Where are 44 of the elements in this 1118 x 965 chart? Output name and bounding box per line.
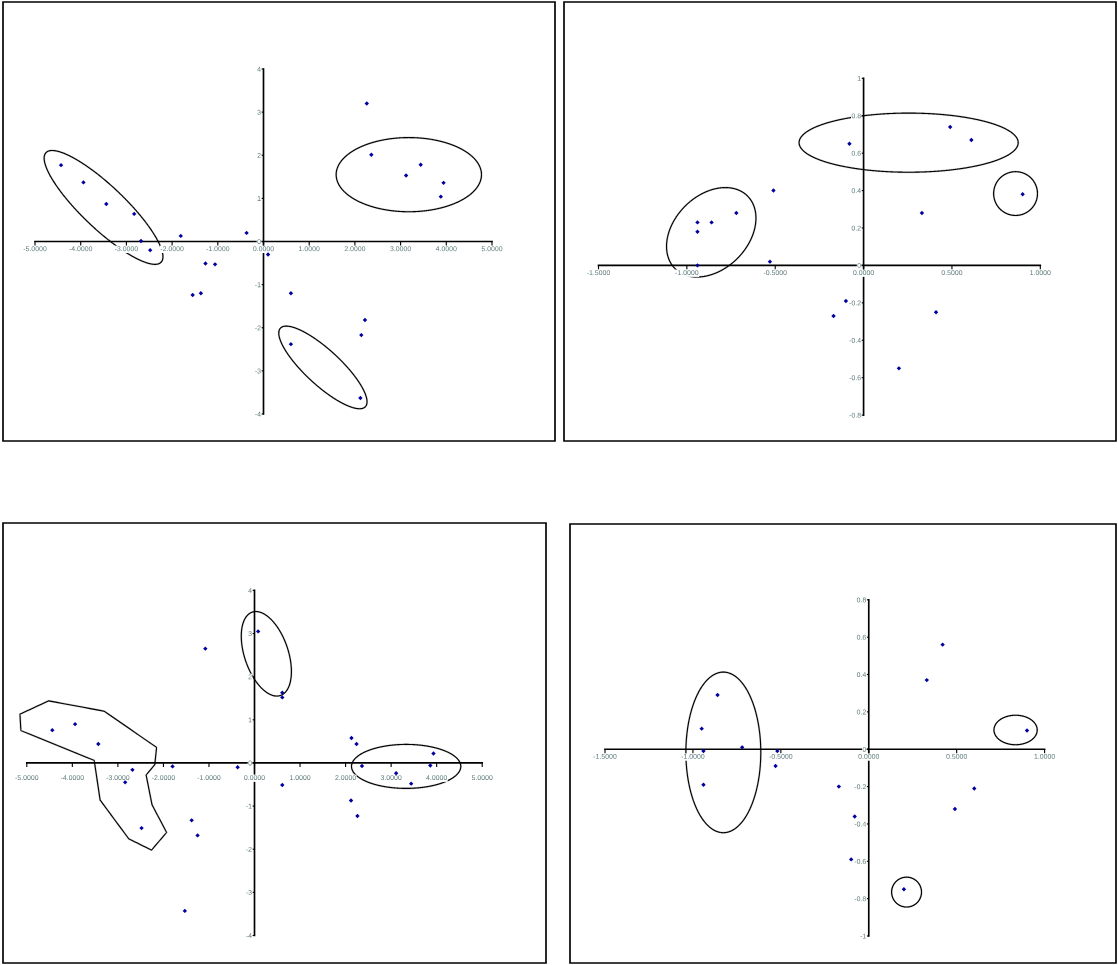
point [947,124,953,130]
point [940,642,945,647]
point [369,152,374,158]
point [972,786,977,791]
point [695,229,700,234]
point [699,726,704,731]
point [924,677,929,683]
point [280,695,285,700]
point [771,188,776,193]
point [695,263,700,268]
point [178,233,183,239]
point [131,211,137,217]
point [147,247,153,253]
point [203,646,208,651]
point [438,194,444,199]
point [288,291,294,296]
point [288,341,294,347]
point [1020,192,1025,197]
point [203,261,208,266]
point [81,180,86,185]
point [58,162,64,168]
point [933,309,939,315]
point [709,220,714,225]
point [198,291,204,296]
point [122,780,128,785]
point [852,814,857,819]
point [428,763,433,768]
point [138,238,144,244]
point [170,764,175,769]
point [919,210,925,216]
point [72,721,78,727]
point [418,162,423,167]
point [362,317,368,323]
point [695,220,700,225]
point [189,818,194,823]
point [431,751,436,756]
point [701,782,706,787]
point [235,765,240,770]
point [359,763,365,769]
point [182,908,188,914]
point [50,727,55,733]
point [195,833,200,838]
point [843,298,849,304]
point [952,806,958,812]
